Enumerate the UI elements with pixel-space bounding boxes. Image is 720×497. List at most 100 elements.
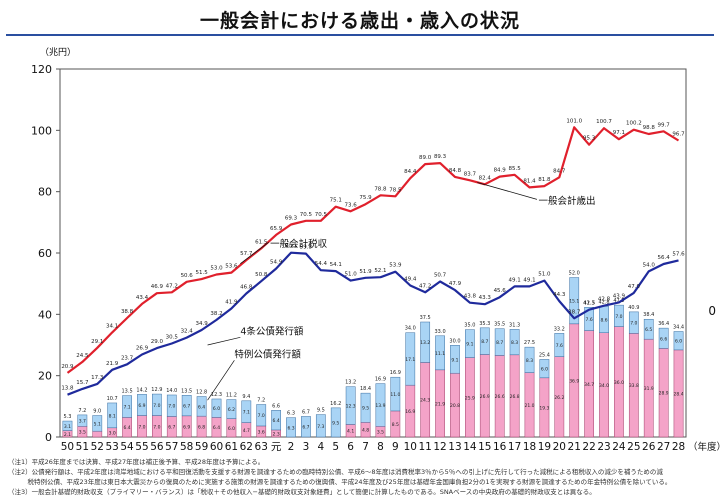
x-tick-label: 7 — [362, 441, 369, 453]
bar-label-special: 26.8 — [510, 394, 520, 400]
page-title: 一般会計における歳出・歳入の状況 — [199, 10, 520, 32]
x-tick-label: 4 — [317, 441, 324, 453]
x-tick-label: 61 — [225, 441, 238, 453]
bar-total-label: 42.8 — [598, 299, 609, 305]
bar-total-label: 40.9 — [628, 305, 639, 311]
bar-construction-bond — [673, 331, 684, 351]
expenditure-point-label: 99.7 — [658, 122, 671, 128]
expenditure-point-label: 100.2 — [626, 121, 642, 127]
bar-construction-bond — [420, 321, 431, 363]
y-tick-label: 40 — [38, 308, 52, 321]
expenditure-point-label: 69.3 — [285, 215, 298, 221]
bar-total-label: 36.4 — [658, 321, 669, 327]
bar-label-construction: 7.0 — [630, 321, 637, 327]
tax-point-label: 13.8 — [61, 386, 74, 392]
bar-construction-bond — [375, 383, 386, 427]
pointer-construction-bond — [207, 336, 241, 346]
bar-construction-bond — [152, 393, 162, 416]
x-tick-label: 60 — [210, 441, 223, 453]
expenditure-point-label: 83.7 — [464, 171, 477, 177]
bar-label-special: 3.5 — [377, 430, 384, 436]
expenditure-point-label: 78.5 — [389, 187, 402, 193]
title-rule — [6, 34, 714, 36]
expenditure-point-label: 101.0 — [566, 118, 582, 124]
bar-label-construction: 9.5 — [332, 420, 339, 426]
expenditure-point-label: 57.7 — [240, 251, 253, 257]
bar-construction-bond — [554, 333, 565, 357]
x-tick-label: 56 — [150, 441, 164, 453]
tax-point-label: 29.0 — [151, 339, 164, 345]
bar-label-construction: 7.0 — [258, 413, 265, 419]
bar-construction-bond — [181, 395, 192, 417]
bar-label-special: 31.9 — [644, 386, 654, 392]
bar-total-label: 27.5 — [524, 340, 535, 346]
annotation-label: 特例公債発行額 — [234, 348, 301, 360]
tax-point-label: 42.8 — [598, 297, 611, 303]
bar-total-label: 5.3 — [63, 414, 71, 420]
x-tick-label: 24 — [612, 441, 626, 453]
expenditure-point-label: 53.6 — [225, 264, 238, 270]
bar-total-label: 35.3 — [479, 321, 490, 327]
y-tick-label: 0 — [45, 431, 52, 444]
bar-construction-bond — [494, 328, 505, 356]
bar-total-label: 9.5 — [317, 408, 325, 414]
bar-construction-bond — [301, 416, 311, 438]
bar-construction-bond — [450, 345, 460, 374]
expenditure-point-label: 100.7 — [596, 119, 612, 125]
bar-label-construction: 7.0 — [168, 404, 175, 410]
bar-label-special: 6.4 — [213, 425, 220, 431]
x-tick-label: 27 — [657, 441, 670, 453]
tax-point-label: 54.1 — [330, 262, 342, 268]
y-tick-label: 20 — [38, 370, 52, 383]
bar-construction-bond — [271, 410, 281, 431]
expenditure-point-label: 47.2 — [166, 283, 178, 289]
bar-label-special: 3.6 — [258, 429, 265, 435]
bar-total-label: 13.2 — [345, 380, 356, 386]
bar-label-special: 4.1 — [347, 429, 354, 435]
bar-total-label: 14.2 — [136, 387, 147, 393]
bar-label-construction: 7.6 — [556, 343, 563, 349]
expenditure-point-label: 38.8 — [121, 309, 134, 315]
bar-label-construction: 11.1 — [435, 351, 445, 357]
bar-label-special: 34.0 — [599, 383, 609, 389]
tax-point-label: 51.9 — [359, 269, 372, 275]
tax-point-label: 54.4 — [315, 261, 328, 267]
bar-label-construction: 6.0 — [675, 339, 682, 345]
expenditure-point-label: 97.1 — [613, 130, 625, 136]
footnote-2: （注2）公債発行額は、平成2年度は湾岸地域における平和回復活動を支援する財源を調… — [8, 468, 663, 476]
bar-construction-bond — [524, 346, 535, 373]
bar-total-label: 42.3 — [584, 300, 595, 306]
bar-label-construction: 9.1 — [466, 342, 473, 348]
annotation-label: 4条公債発行額 — [240, 325, 304, 337]
bar-label-construction: 6.4 — [198, 404, 205, 410]
bar-construction-bond — [166, 394, 177, 417]
x-tick-label: 57 — [165, 441, 178, 453]
bar-label-special: 28.9 — [659, 391, 669, 397]
bar-label-construction: 6.7 — [302, 425, 309, 431]
x-tick-label: 10 — [404, 441, 417, 453]
bar-label-special: 4.7 — [243, 428, 250, 434]
bar-total-label: 6.3 — [287, 411, 295, 417]
x-tick-label: 14 — [463, 441, 477, 453]
bar-construction-bond — [315, 414, 326, 438]
x-tick-label: 15 — [478, 441, 491, 453]
bar-label-construction: 9.5 — [362, 406, 369, 412]
x-tick-label: 50 — [61, 441, 74, 453]
bar-total-label: 9.4 — [242, 394, 250, 400]
expenditure-point-label: 85.5 — [508, 166, 521, 172]
expenditure-point-label: 98.8 — [643, 125, 656, 131]
bar-total-label: 35.5 — [494, 322, 505, 328]
bar-total-label: 30.0 — [449, 338, 460, 344]
bar-label-special: 21.9 — [435, 401, 445, 407]
bar-construction-bond — [330, 407, 341, 438]
expenditure-point-label: 65.9 — [270, 226, 283, 232]
expenditure-point-label: 50.6 — [181, 273, 194, 279]
footnotes: （注1）平成26年度までは決算、平成27年度は補正後予算、平成28年度は予算によ… — [8, 457, 712, 497]
bar-label-special: 26.9 — [480, 394, 490, 400]
footnote-3: 税特例公債、平成23年度は東日本大震災からの復興のために実施する施策の財源を調達… — [8, 478, 672, 486]
x-tick-label: 54 — [120, 441, 134, 453]
bar-total-label: 34.4 — [673, 325, 684, 331]
bar-label-construction: 7.3 — [317, 424, 324, 430]
tax-point-label: 32.4 — [181, 329, 194, 335]
bar-label-construction: 17.1 — [405, 357, 415, 363]
